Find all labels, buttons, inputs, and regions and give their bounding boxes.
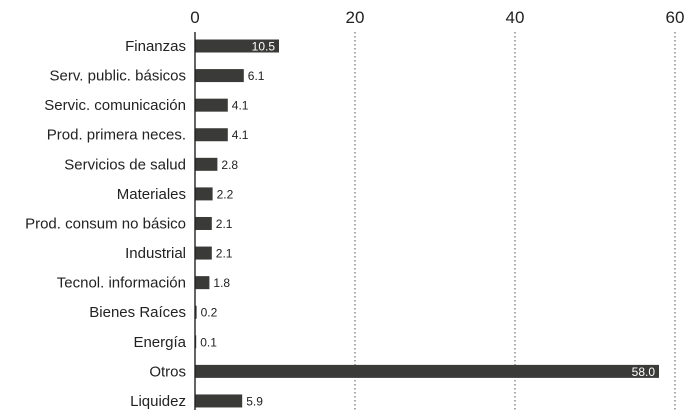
bar-row: Tecnol. información 1.8 bbox=[57, 275, 231, 292]
value-label: 4.1 bbox=[232, 128, 249, 142]
bar-row: Energía 0.1 bbox=[133, 334, 217, 351]
value-label: 2.1 bbox=[216, 247, 233, 261]
value-label: 2.8 bbox=[221, 158, 238, 172]
value-label: 2.2 bbox=[217, 187, 234, 201]
bar-row: Materiales 2.2 bbox=[117, 186, 234, 203]
category-label: Bienes Raíces bbox=[89, 304, 186, 321]
bar bbox=[195, 39, 279, 53]
bar-row: Bienes Raíces 0.2 bbox=[89, 304, 217, 321]
bar-row: Finanzas 10.5 bbox=[125, 38, 279, 55]
bar bbox=[195, 305, 197, 319]
value-label: 58.0 bbox=[632, 365, 656, 379]
bar-row: Servic. comunicación 4.1 bbox=[44, 97, 249, 114]
value-label: 2.1 bbox=[216, 217, 233, 231]
bar-row: Prod. primera neces. 4.1 bbox=[47, 127, 249, 144]
category-label: Materiales bbox=[117, 186, 186, 203]
bar bbox=[195, 98, 228, 112]
category-label: Finanzas bbox=[125, 38, 186, 55]
x-tick-label: 20 bbox=[346, 8, 365, 27]
bar bbox=[195, 157, 218, 171]
bar bbox=[195, 276, 210, 290]
value-label: 10.5 bbox=[252, 40, 276, 54]
gridlines bbox=[354, 32, 676, 410]
category-label: Industrial bbox=[125, 245, 186, 262]
bar bbox=[195, 246, 212, 260]
bar bbox=[195, 394, 243, 408]
value-label: 6.1 bbox=[248, 69, 265, 83]
bar bbox=[195, 216, 212, 230]
bar-row: Servicios de salud 2.8 bbox=[64, 156, 238, 173]
bar-row: Otros 58.0 bbox=[149, 363, 659, 380]
bar-row: Prod. consum no básico 2.1 bbox=[25, 215, 233, 232]
x-tick-label: 40 bbox=[506, 8, 525, 27]
category-label: Tecnol. información bbox=[57, 275, 186, 292]
value-label: 1.8 bbox=[213, 276, 230, 290]
bar bbox=[195, 69, 244, 83]
bar-row: Liquidez 5.9 bbox=[130, 393, 263, 410]
value-label: 5.9 bbox=[246, 394, 263, 408]
category-label: Prod. primera neces. bbox=[47, 127, 186, 144]
category-label: Liquidez bbox=[130, 393, 186, 410]
bar-row: Industrial 2.1 bbox=[125, 245, 233, 262]
bar-row: Serv. public. básicos 6.1 bbox=[50, 68, 265, 85]
x-tick-label: 0 bbox=[190, 8, 199, 27]
category-label: Otros bbox=[149, 363, 186, 380]
category-label: Prod. consum no básico bbox=[25, 215, 186, 232]
category-label: Energía bbox=[133, 334, 186, 351]
category-label: Serv. public. básicos bbox=[50, 68, 186, 85]
value-label: 4.1 bbox=[232, 99, 249, 113]
bar bbox=[195, 364, 659, 378]
value-label: 0.2 bbox=[201, 306, 218, 320]
bar bbox=[195, 128, 228, 142]
value-label: 0.1 bbox=[200, 335, 217, 349]
category-label: Servicios de salud bbox=[64, 156, 186, 173]
x-axis-ticks: 0 20 40 60 bbox=[190, 8, 684, 27]
bar bbox=[195, 187, 213, 201]
category-label: Servic. comunicación bbox=[44, 97, 186, 114]
x-tick-label: 60 bbox=[666, 8, 685, 27]
